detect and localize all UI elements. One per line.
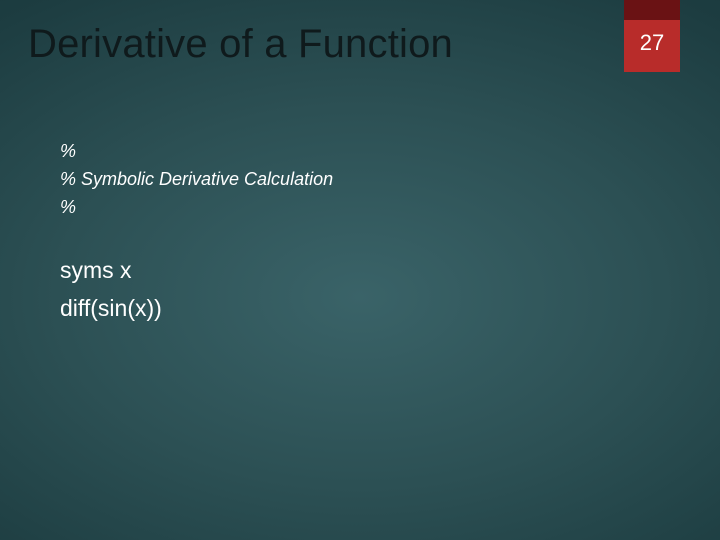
code-line-1: syms x	[60, 252, 333, 290]
slide-content: % % Symbolic Derivative Calculation % sy…	[60, 138, 333, 328]
code-block: syms x diff(sin(x))	[60, 252, 333, 328]
page-number: 27	[640, 30, 664, 55]
comment-line-2: % Symbolic Derivative Calculation	[60, 166, 333, 194]
slide-title: Derivative of a Function	[28, 22, 453, 67]
comment-line-1: %	[60, 138, 333, 166]
page-number-badge: 27	[624, 0, 680, 72]
code-line-2: diff(sin(x))	[60, 290, 333, 328]
badge-accent-top	[624, 0, 680, 20]
comment-line-3: %	[60, 194, 333, 222]
